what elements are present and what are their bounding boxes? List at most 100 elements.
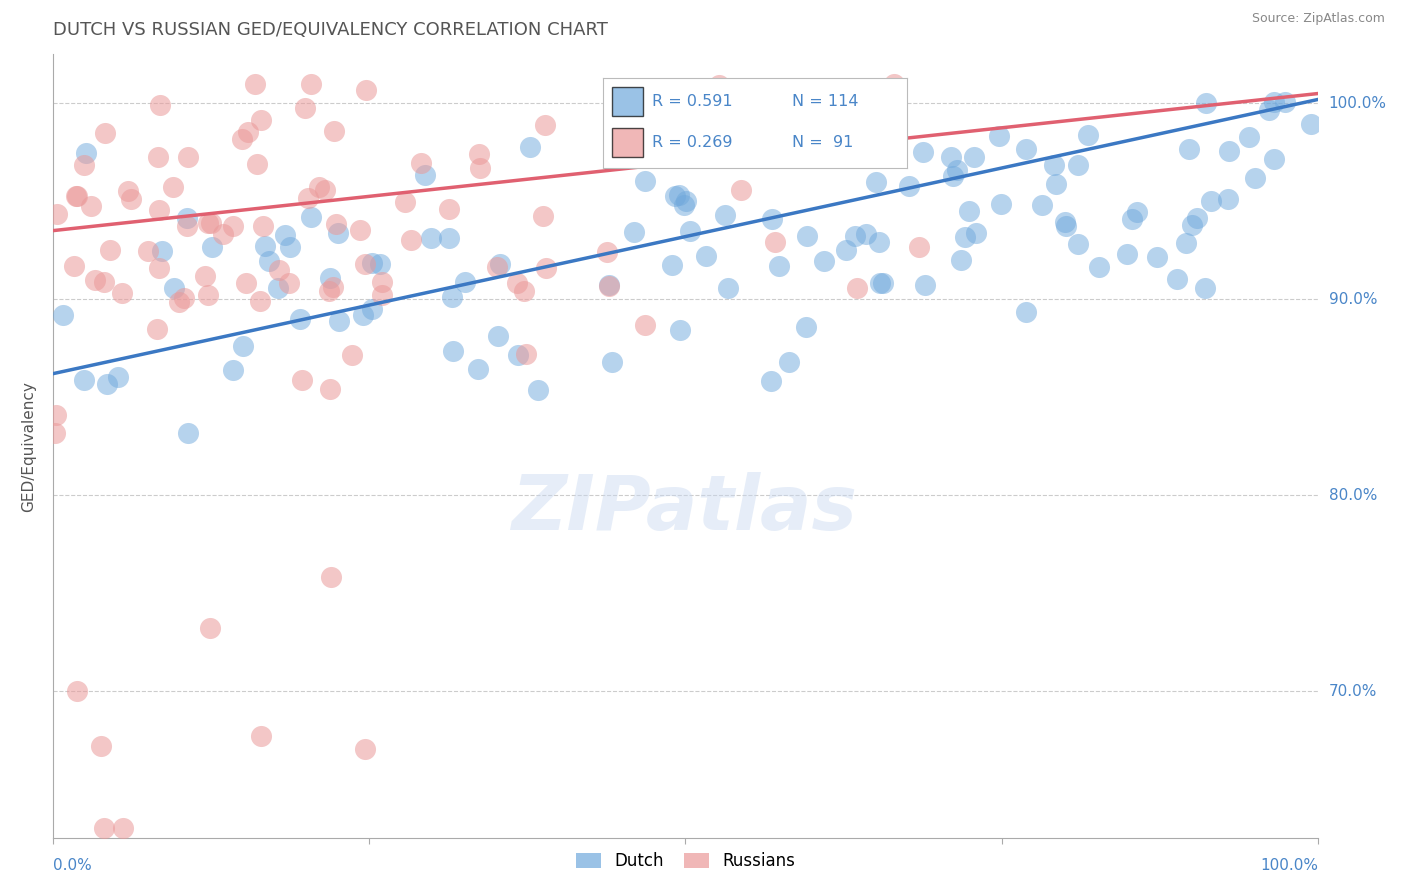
Point xyxy=(267,281,290,295)
Point xyxy=(294,101,316,115)
Text: 100.0%: 100.0% xyxy=(1260,858,1319,873)
Y-axis label: GED/Equivalency: GED/Equivalency xyxy=(21,381,35,512)
Point xyxy=(675,194,697,208)
Point xyxy=(486,260,509,274)
Point xyxy=(796,228,818,243)
Point xyxy=(1053,215,1076,229)
Point xyxy=(1054,219,1077,234)
Point xyxy=(898,179,921,194)
Legend: Dutch, Russians: Dutch, Russians xyxy=(569,846,801,877)
Point xyxy=(73,158,96,172)
Point xyxy=(868,235,890,250)
Point xyxy=(249,113,271,128)
Point xyxy=(761,374,783,388)
Point xyxy=(634,173,657,187)
Point xyxy=(1258,103,1281,117)
Point xyxy=(733,133,755,147)
Point xyxy=(437,202,460,216)
Point xyxy=(1199,194,1222,208)
Point xyxy=(1015,304,1038,318)
Point xyxy=(65,189,87,203)
Point xyxy=(368,257,391,271)
Text: 100.0%: 100.0% xyxy=(1329,95,1386,111)
Point xyxy=(249,293,271,308)
Point xyxy=(768,259,790,273)
Point xyxy=(668,323,690,337)
Point xyxy=(232,339,254,353)
Point xyxy=(194,268,217,283)
Point xyxy=(664,189,686,203)
Point xyxy=(598,279,620,293)
Point xyxy=(290,312,312,326)
Point xyxy=(93,822,115,836)
Point xyxy=(602,355,624,369)
Point xyxy=(1194,281,1216,295)
Point xyxy=(252,219,274,234)
Point xyxy=(1195,96,1218,111)
Point xyxy=(138,244,160,259)
Text: 70.0%: 70.0% xyxy=(1329,684,1376,698)
Point xyxy=(1121,212,1143,227)
Point xyxy=(953,229,976,244)
Point xyxy=(301,210,323,224)
Point xyxy=(709,78,731,92)
Point xyxy=(1126,205,1149,219)
Point xyxy=(716,281,738,295)
Point xyxy=(1077,128,1099,143)
Point xyxy=(146,321,169,335)
Point xyxy=(486,329,509,343)
Point xyxy=(93,275,115,289)
Point xyxy=(117,184,139,198)
Point xyxy=(1263,95,1285,109)
Point xyxy=(409,156,432,170)
Point xyxy=(323,124,346,138)
Point xyxy=(1181,218,1204,232)
Point xyxy=(243,77,266,91)
Point xyxy=(394,194,416,209)
Point xyxy=(80,199,103,213)
Point xyxy=(63,260,86,274)
Point xyxy=(441,343,464,358)
Point xyxy=(352,308,374,322)
Point xyxy=(467,362,489,376)
Text: 0.0%: 0.0% xyxy=(52,858,91,873)
Point xyxy=(489,257,512,271)
Point xyxy=(370,288,392,302)
Point xyxy=(250,729,273,743)
Point xyxy=(98,244,121,258)
Point xyxy=(149,98,172,112)
Point xyxy=(945,163,967,178)
Point xyxy=(278,239,301,253)
Text: 90.0%: 90.0% xyxy=(1329,292,1376,307)
Point xyxy=(942,169,965,183)
Point xyxy=(695,249,717,263)
Point xyxy=(907,240,929,254)
Point xyxy=(52,308,75,322)
Point xyxy=(173,291,195,305)
Point xyxy=(883,77,905,91)
Point xyxy=(76,145,98,160)
Point xyxy=(65,189,87,203)
Point xyxy=(299,77,322,91)
Point xyxy=(222,363,245,377)
Point xyxy=(84,272,107,286)
Point xyxy=(1042,158,1064,172)
Point xyxy=(176,211,198,225)
Point xyxy=(96,376,118,391)
Point xyxy=(318,284,340,298)
Point xyxy=(148,202,170,217)
Point xyxy=(515,347,537,361)
Point xyxy=(730,184,752,198)
Point xyxy=(319,570,342,584)
Point xyxy=(1146,250,1168,264)
Point xyxy=(120,193,142,207)
Point xyxy=(1087,260,1109,275)
Point xyxy=(598,277,620,292)
Point xyxy=(325,217,347,231)
Point xyxy=(872,277,894,291)
Point xyxy=(846,281,869,295)
Point xyxy=(46,207,69,221)
Point xyxy=(634,318,657,333)
Point xyxy=(513,284,536,298)
Point xyxy=(453,275,475,289)
